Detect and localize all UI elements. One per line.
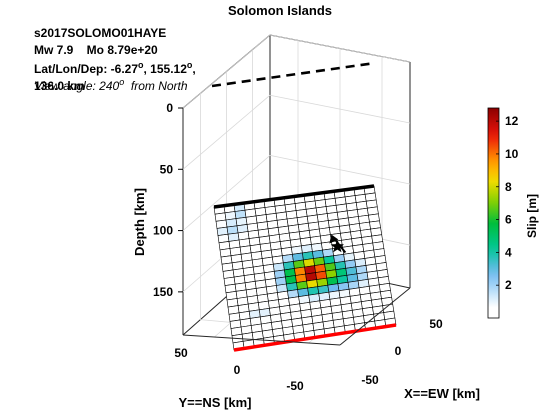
ew-tick-label: 0 [395, 344, 402, 358]
view-angle-suffix: from North [124, 79, 188, 93]
colorbar-tick-label: 8 [505, 180, 512, 194]
degree-symbol: o [187, 60, 193, 70]
view-angle: View angle: 240o from North [34, 77, 188, 93]
hypocenter-depth: 136.0 km [34, 79, 85, 93]
hypocenter-star [330, 239, 344, 253]
axes-box-edge [339, 287, 411, 346]
axis-ticks: 0 50 100 150 50 0 -50 50 0 -50 [153, 101, 443, 393]
colorbar-tick-label: 12 [505, 114, 519, 128]
ew-tick-label: 50 [429, 317, 443, 331]
strike-direction-line [211, 61, 376, 88]
magnitude-moment: Mw 7.9 Mo 8.79e+20 [34, 43, 158, 57]
view-angle-text: View angle: 240 [34, 79, 120, 93]
ns-tick-label: 50 [174, 346, 188, 360]
degree-symbol: o [138, 60, 144, 70]
colorbar-tick-label: 2 [505, 278, 512, 292]
ew-tick-label: -50 [361, 373, 379, 387]
depth-tick-label: 100 [153, 224, 173, 238]
colorbar-label: Slip [m] [525, 194, 539, 238]
fault-top-edge [213, 184, 375, 209]
colorbar-gradient [487, 107, 500, 319]
depth-axis-label: Depth [km] [132, 188, 147, 256]
ns-tick-label: 0 [234, 363, 241, 377]
colorbar-tick-label: 10 [505, 147, 519, 161]
lat-lon-dep: Lat/Lon/Dep: -6.27o, 155.12o, [34, 60, 196, 76]
depth-tick-label: 0 [166, 101, 173, 115]
colorbar-tick-label: 6 [505, 213, 512, 227]
degree-symbol: o [119, 77, 124, 87]
lat-lon-end: , [192, 62, 195, 76]
depth-tick-label: 150 [153, 285, 173, 299]
axes-box-edge [182, 334, 341, 346]
colorbar: 2 4 6 8 10 12 [487, 107, 519, 319]
ns-tick-label: -50 [286, 379, 304, 393]
lon-text: , 155.12 [144, 62, 188, 76]
axes-box-front [182, 287, 411, 346]
event-id: s2017SOLOMO01HAYE [34, 26, 166, 40]
slip-arrow-head [329, 234, 339, 244]
chart-title: Solomon Islands [228, 3, 332, 18]
colorbar-tick-label: 4 [505, 245, 512, 259]
fault-bottom-edge [233, 323, 397, 352]
depth-tick-label: 50 [160, 162, 174, 176]
ew-axis-label: X==EW [km] [404, 386, 480, 401]
lat-text: Lat/Lon/Dep: -6.27 [34, 62, 138, 76]
fault-plane [213, 184, 397, 352]
ns-axis-label: Y==NS [km] [179, 395, 252, 410]
